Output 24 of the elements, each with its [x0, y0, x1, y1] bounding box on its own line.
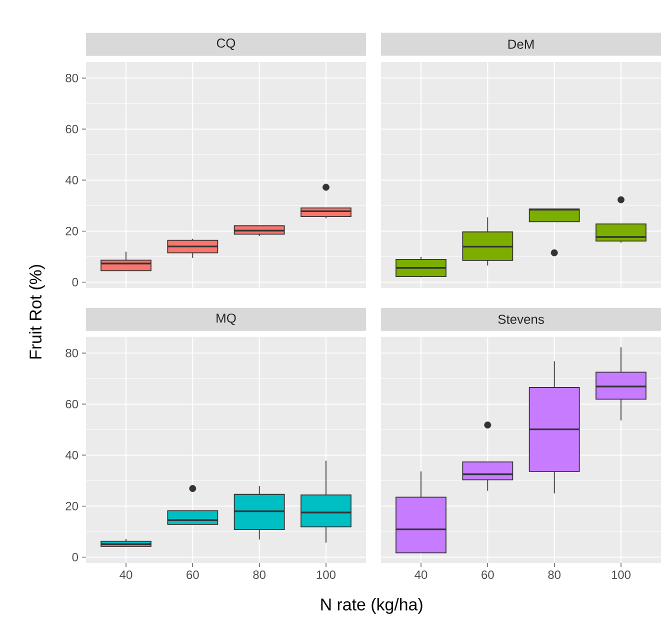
x-tick-label: 80	[548, 570, 561, 579]
x-tick-label: 60	[482, 570, 494, 579]
y-tick-label: 20	[66, 502, 78, 510]
chart-title: Stevens	[498, 314, 544, 324]
x-tick-label: 80	[253, 570, 266, 579]
y-tick-label: 20	[66, 226, 78, 236]
y-tick-label: 80	[66, 74, 78, 82]
y-tick-label: 60	[66, 124, 78, 134]
x-tick-label: 60	[186, 570, 199, 579]
y-tick-label: 0	[72, 552, 78, 562]
chart-title: DeM	[508, 40, 534, 49]
x-tick-label: 40	[120, 570, 132, 579]
x-tick-label: 100	[316, 570, 336, 579]
x-tick-label: 100	[612, 570, 631, 579]
x-axis-title: N rate (kg/ha)	[321, 598, 422, 614]
y-tick-label: 40	[65, 176, 78, 184]
chart-title: CQ	[216, 38, 236, 50]
y-tick-label: 60	[66, 400, 78, 408]
chart-title: MQ	[216, 314, 236, 326]
x-tick-label: 40	[414, 570, 428, 579]
y-tick-label: 40	[65, 450, 78, 460]
y-axis-title: Fruit Rot (%)	[29, 265, 45, 359]
y-tick-label: 80	[66, 348, 78, 358]
y-tick-label: 0	[72, 278, 78, 286]
